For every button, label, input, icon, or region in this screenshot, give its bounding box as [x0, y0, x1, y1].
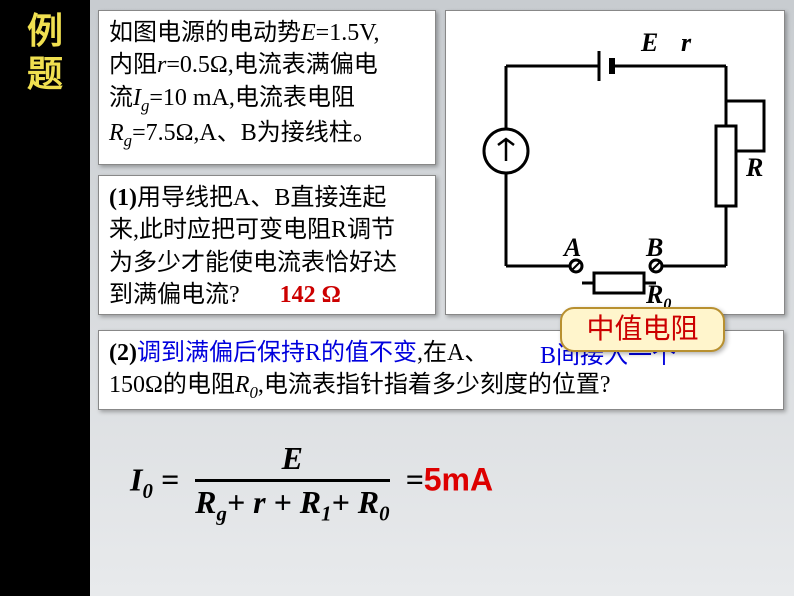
r-val: =0.5Ω,电流表满偏电: [166, 52, 377, 78]
problem-statement: 如图电源的电动势E=1.5V, 内阻r=0.5Ω,电流表满偏电 流Ig =10 m…: [98, 10, 436, 165]
label-A: A: [562, 233, 581, 262]
q2-black1: ,在A、: [417, 340, 488, 366]
title-l2: 题: [27, 54, 63, 94]
circuit-diagram: E r R A B R0: [445, 10, 785, 315]
sidebar: 例 题: [0, 0, 90, 596]
question-1: (1)用导线把A、B直接连起 来,此时应把可变电阻R调节 为多少才能使电流表恰好…: [98, 175, 436, 315]
callout-text: 中值电阻: [586, 314, 698, 345]
f-den: Rg+ r + R1+ R0: [195, 482, 389, 526]
q2-prefix: (2): [109, 340, 137, 366]
f-eq1: =: [153, 462, 187, 498]
label-B: B: [645, 233, 663, 262]
Ig-sym: I: [133, 85, 141, 111]
Rg-sub: g: [124, 131, 132, 150]
q1-prefix: (1): [109, 185, 137, 211]
sidebar-title: 例 题: [0, 0, 90, 96]
f-result: 5mA: [424, 462, 493, 498]
q2-l2b: ,电流表指针指着多少刻度的位置?: [258, 372, 611, 398]
f-lhs-sub: 0: [142, 480, 152, 503]
r-sym: r: [157, 52, 166, 78]
q1-l3: 为多少才能使电流表恰好达: [109, 250, 397, 276]
f-eq2: =: [406, 462, 424, 498]
label-r: r: [681, 28, 692, 57]
q1-answer: 142 Ω: [280, 282, 341, 308]
q2-R0: R: [235, 372, 250, 398]
q1-l4: 到满偏电流?: [109, 282, 240, 308]
intro-l1: 如图电源的电动势: [109, 20, 301, 46]
formula: I0 = E Rg+ r + R1+ R0 =5mA: [130, 440, 493, 526]
q2-blue: 调到满偏后保持R的值不变: [137, 340, 417, 366]
f-lhs: I: [130, 462, 142, 498]
q2-R0sub: 0: [250, 383, 258, 402]
intro-l2: 内阻: [109, 52, 157, 78]
q1-l2: 来,此时应把可变电阻R调节: [109, 217, 395, 243]
circuit-svg: E r R A B R0: [446, 11, 786, 316]
q2-l2a: 150Ω的电阻: [109, 372, 235, 398]
E-sym: E: [301, 20, 316, 46]
label-E: E: [640, 28, 658, 57]
callout-badge: 中值电阻: [560, 307, 725, 352]
f-num: E: [195, 440, 389, 482]
q1-l1: 用导线把A、B直接连起: [137, 185, 386, 211]
title-l1: 例: [27, 11, 63, 51]
intro-l3: 流: [109, 85, 133, 111]
Ig-val: =10 mA,电流表电阻: [149, 85, 355, 111]
fraction: E Rg+ r + R1+ R0: [195, 440, 389, 526]
E-val: =1.5V,: [316, 20, 380, 46]
Rg-val: =7.5Ω,A、B为接线柱。: [132, 120, 377, 146]
label-R: R: [745, 153, 763, 182]
Rg-sym: R: [109, 120, 124, 146]
